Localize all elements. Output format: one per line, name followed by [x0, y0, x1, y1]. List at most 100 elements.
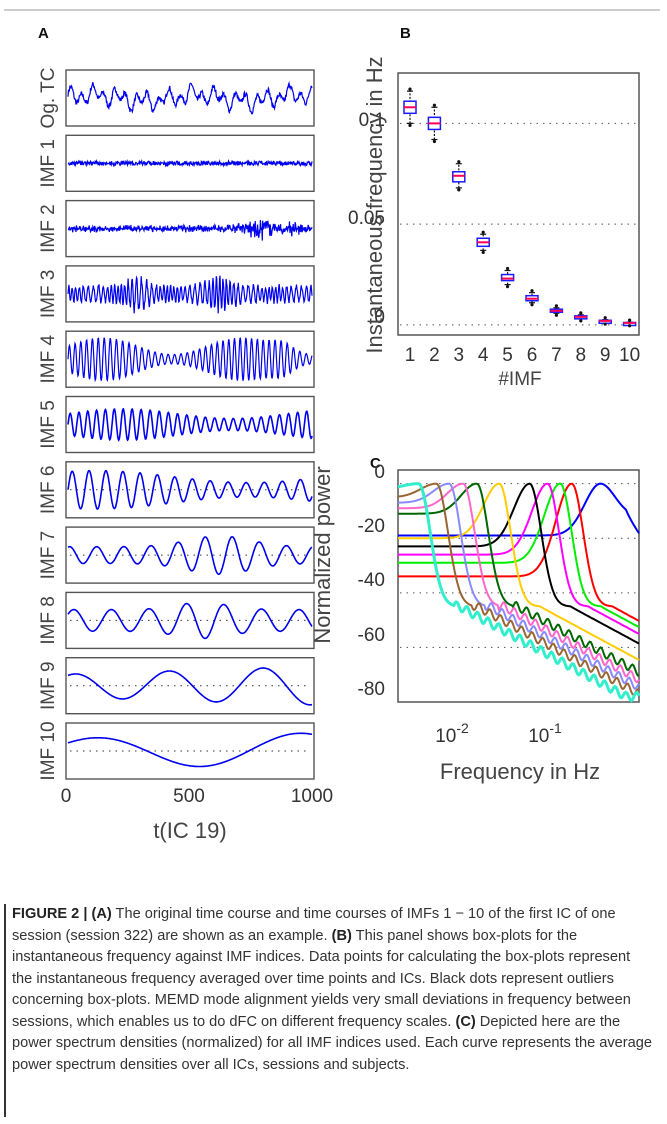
panel-c-x-label: Frequency in Hz — [440, 759, 600, 784]
spectrum-curve — [398, 482, 640, 635]
box-outlier — [554, 313, 559, 317]
figure-caption: FIGURE 2 | (A) The original time course … — [12, 904, 652, 1076]
box-outlier — [432, 103, 436, 107]
imf-waveform — [67, 80, 313, 115]
box-outlier — [506, 285, 510, 289]
panel-c-y-label: Normalized power — [310, 466, 335, 643]
panel-c-y-tick: -40 — [358, 570, 385, 591]
panel-c-y-tick: 0 — [374, 462, 385, 483]
box-outlier — [408, 87, 412, 91]
imf-waveform — [67, 407, 313, 442]
imf-row-label: IMF 7 — [38, 531, 59, 580]
panel-a-x-axis: 0 500 1000 t(IC 19) — [61, 786, 333, 843]
imf-waveform — [67, 158, 313, 168]
panel-c-y-tick: -20 — [358, 516, 385, 537]
panel-b-x-tick: 2 — [429, 345, 440, 366]
imf-waveform — [67, 337, 313, 383]
panel-c-x-tick: 10-1 — [528, 720, 562, 747]
box-outlier — [579, 311, 583, 315]
box-outlier — [481, 250, 485, 254]
panel-b-x-tick: 3 — [454, 345, 465, 366]
caption-label: FIGURE 2 | — [12, 906, 92, 922]
panel-b-x-tick: 7 — [551, 345, 562, 366]
panel-b-boxplot: 0 0.05 0.1 Instantaneous frequency in Hz… — [348, 56, 640, 390]
box-outlier — [432, 139, 436, 144]
spectrum-curve — [398, 482, 640, 645]
box-outlier — [530, 289, 534, 293]
spectrum-curve — [398, 482, 640, 537]
caption-text-a: The original time course and time course… — [12, 906, 616, 944]
panel-c-spectra: 0 -20 -40 -60 -80 Normalized power 10-2 … — [310, 462, 641, 784]
panel-a-x-tick: 1000 — [291, 786, 333, 807]
panel-c-axes — [397, 469, 640, 703]
panel-b-x-tick: 1 — [405, 345, 416, 366]
box-iqr — [500, 273, 515, 282]
imf-row-label: IMF 4 — [38, 334, 59, 383]
imf-waveform — [67, 535, 313, 576]
spectrum-curve — [398, 482, 640, 684]
box-outlier — [457, 188, 461, 192]
spectrum-curve — [398, 482, 640, 661]
caption-tag-a: (A) — [91, 906, 112, 922]
imf-row-label: IMF 3 — [38, 270, 59, 319]
box-outlier — [603, 316, 607, 320]
panel-b-x-tick: 8 — [576, 345, 587, 366]
spectrum-curve — [398, 482, 639, 677]
imf-row-frame — [65, 69, 315, 127]
panel-b-y-tick: 0 — [374, 307, 385, 328]
panel-a-label: A — [38, 25, 49, 42]
box-outlier — [457, 160, 461, 164]
panel-c-y-tick: -60 — [358, 625, 385, 646]
panel-b-axes — [397, 72, 640, 336]
panel-a-x-tick: 0 — [61, 786, 72, 807]
panel-a-x-label: t(IC 19) — [153, 818, 226, 843]
imf-waveform — [67, 667, 312, 706]
spectrum-curve — [398, 482, 640, 628]
box-iqr — [452, 171, 466, 183]
panel-c-y-tick: -80 — [358, 679, 385, 700]
panel-c-label: C — [370, 455, 381, 472]
imf-row-label: IMF 6 — [38, 466, 59, 515]
imf-waveform — [67, 602, 313, 640]
imf-row-label: IMF 10 — [38, 721, 59, 780]
panel-b-x-tick: 5 — [502, 345, 513, 366]
panel-b-x-tick: 4 — [478, 345, 489, 366]
panel-b-x-tick: 6 — [527, 345, 538, 366]
spectrum-curve — [397, 482, 640, 697]
spectrum-curve — [397, 482, 641, 703]
caption-side-rule — [4, 904, 6, 1117]
panel-b-x-tick: 10 — [619, 345, 640, 366]
panel-b-y-label: Instantaneous frequency in Hz — [362, 56, 387, 353]
imf-waveform — [67, 275, 313, 314]
caption-tag-c: (C) — [455, 1013, 476, 1030]
panel-b-x-label: #IMF — [498, 369, 541, 390]
box-outlier — [506, 266, 510, 271]
imf-row-label: IMF 1 — [38, 139, 59, 188]
imf-row-label: Og. TC — [38, 68, 59, 129]
box-outlier — [408, 123, 412, 127]
imf-row-label: IMF 2 — [38, 204, 59, 253]
box-outlier — [530, 303, 534, 307]
caption-text-c: Depicted here are the power spectrum den… — [12, 1013, 652, 1073]
caption-text-b: This panel shows box-plots for the insta… — [12, 927, 631, 1030]
panel-b-label: B — [400, 25, 411, 42]
panel-a-time-courses: Og. TC IMF 1 IMF 2 IMF 3 IMF 4 IMF 5 IMF 6 IMF … — [38, 68, 315, 781]
box-outlier — [579, 319, 583, 323]
imf-waveform — [67, 469, 313, 510]
panel-b-x-tick: 9 — [600, 345, 611, 366]
box-outlier — [628, 318, 632, 322]
panel-c-x-tick: 10-2 — [435, 720, 469, 747]
box-outlier — [628, 324, 632, 328]
panel-b-y-tick: 0.1 — [359, 110, 385, 131]
box-outlier — [554, 304, 559, 308]
imf-row-label: IMF 9 — [38, 661, 59, 710]
box-outlier — [603, 322, 607, 326]
panel-a-x-tick: 500 — [173, 786, 205, 807]
imf-row-label: IMF 8 — [38, 596, 59, 645]
spectrum-curve — [397, 482, 640, 690]
imf-waveform — [67, 732, 313, 768]
imf-waveform — [67, 220, 313, 241]
imf-row-label: IMF 5 — [38, 400, 59, 449]
panel-b-y-tick: 0.05 — [348, 208, 385, 229]
box-outlier — [481, 230, 485, 234]
